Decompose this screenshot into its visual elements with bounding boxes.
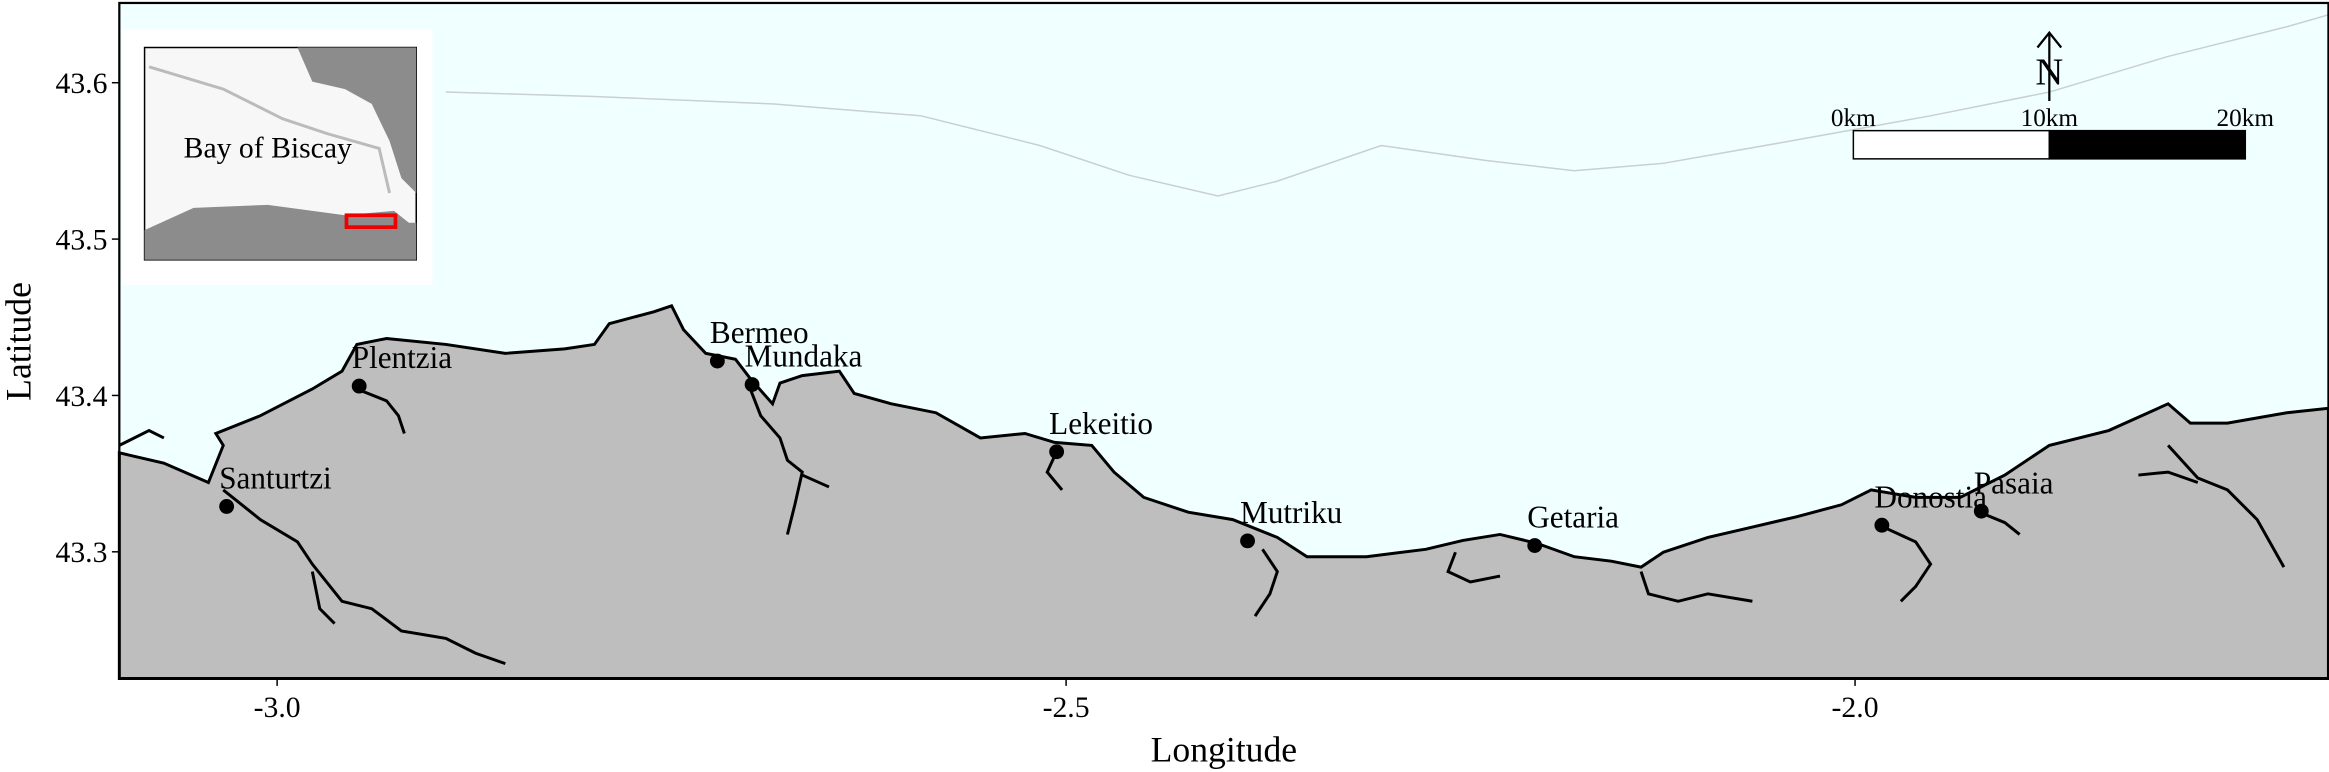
y-tick-label: 43.4	[56, 381, 108, 413]
x-tick-label: -2.5	[1043, 692, 1090, 724]
scalebar-label: 0km	[1831, 105, 1876, 132]
scalebar-black	[2048, 129, 2247, 160]
y-axis-label: Latitude	[0, 282, 38, 401]
x-axis-label: Longitude	[1151, 730, 1297, 770]
x-tick-label: -2.0	[1832, 692, 1879, 724]
y-tick-label: 43.6	[56, 68, 108, 100]
town-label: Donostia	[1874, 479, 1987, 514]
inset-study-area	[344, 213, 398, 230]
town-point	[1874, 517, 1890, 533]
town-point	[709, 353, 725, 369]
x-tick-label: -3.0	[254, 692, 301, 724]
north-label: N	[2035, 52, 2063, 94]
town-point	[1973, 503, 1989, 519]
town-point	[351, 378, 367, 394]
town-point	[744, 377, 760, 392]
y-tick-label: 43.3	[56, 537, 108, 569]
town-label: Bermeo	[710, 315, 809, 350]
depth-contour	[445, 14, 2329, 197]
town-label: Mutriku	[1240, 495, 1343, 530]
inset-contour	[148, 65, 391, 194]
rivers	[118, 387, 2286, 666]
north-arrowhead	[2036, 30, 2063, 49]
inset-label: Bay of Biscay	[184, 132, 352, 164]
inset-france	[297, 47, 417, 193]
scalebar-white	[1852, 129, 2051, 160]
land	[117, 304, 2329, 680]
town-point	[1049, 444, 1065, 460]
town-point	[219, 499, 235, 514]
town-label: Santurtzi	[219, 461, 332, 496]
inset-spain	[144, 204, 417, 260]
town-label: Getaria	[1527, 500, 1619, 535]
y-tick-label: 43.5	[56, 224, 108, 256]
scalebar-label: 10km	[2021, 105, 2079, 132]
town-point	[1527, 538, 1543, 553]
plot-frame	[118, 1, 2329, 680]
town-label: Pasaia	[1974, 465, 2054, 500]
town-point	[1240, 533, 1255, 549]
town-label: Lekeitio	[1049, 406, 1153, 441]
town-label: Mundaka	[745, 339, 863, 374]
town-label: Plentzia	[352, 340, 453, 375]
scalebar-label: 20km	[2217, 105, 2275, 132]
